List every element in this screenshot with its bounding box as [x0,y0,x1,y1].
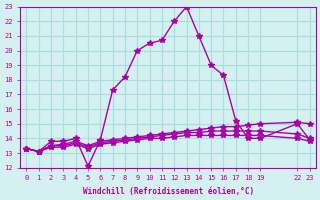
X-axis label: Windchill (Refroidissement éolien,°C): Windchill (Refroidissement éolien,°C) [83,187,254,196]
